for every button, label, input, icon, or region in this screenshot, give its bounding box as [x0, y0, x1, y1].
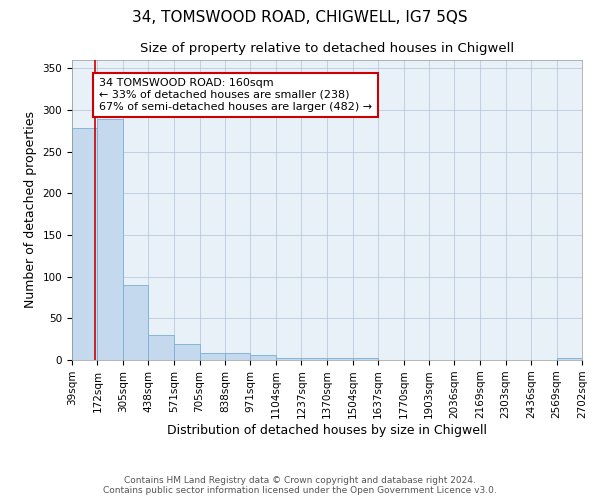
Bar [72, 128, 97, 360]
Bar [276, 358, 301, 360]
Bar [250, 355, 276, 360]
Y-axis label: Number of detached properties: Number of detached properties [24, 112, 37, 308]
Text: Contains HM Land Registry data © Crown copyright and database right 2024.
Contai: Contains HM Land Registry data © Crown c… [103, 476, 497, 495]
Bar [557, 358, 582, 360]
Bar [327, 358, 353, 360]
X-axis label: Distribution of detached houses by size in Chigwell: Distribution of detached houses by size … [167, 424, 487, 437]
Text: 34 TOMSWOOD ROAD: 160sqm
← 33% of detached houses are smaller (238)
67% of semi-: 34 TOMSWOOD ROAD: 160sqm ← 33% of detach… [99, 78, 372, 112]
Bar [123, 285, 148, 360]
Bar [225, 354, 250, 360]
Title: Size of property relative to detached houses in Chigwell: Size of property relative to detached ho… [140, 42, 514, 54]
Bar [353, 358, 378, 360]
Bar [174, 344, 200, 360]
Bar [301, 358, 327, 360]
Bar [97, 119, 123, 360]
Bar [148, 335, 174, 360]
Bar [200, 354, 225, 360]
Text: 34, TOMSWOOD ROAD, CHIGWELL, IG7 5QS: 34, TOMSWOOD ROAD, CHIGWELL, IG7 5QS [132, 10, 468, 25]
